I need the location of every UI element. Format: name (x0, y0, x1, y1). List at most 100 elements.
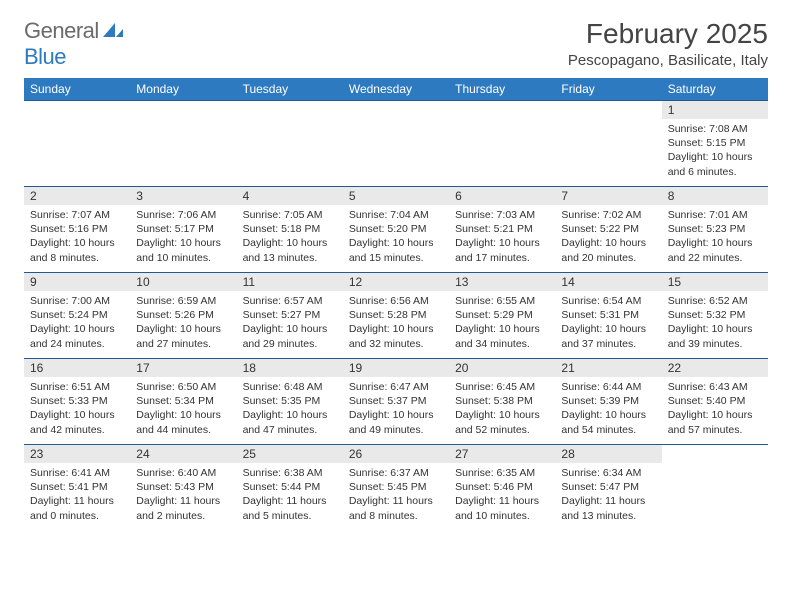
sunset-text: Sunset: 5:15 PM (668, 136, 762, 150)
calendar-day-cell: 9Sunrise: 7:00 AMSunset: 5:24 PMDaylight… (24, 273, 130, 359)
calendar-week-row: 2Sunrise: 7:07 AMSunset: 5:16 PMDaylight… (24, 187, 768, 273)
day-number: 26 (343, 445, 449, 463)
daylight-text: Daylight: 11 hours and 13 minutes. (561, 494, 655, 522)
sunrise-text: Sunrise: 7:02 AM (561, 208, 655, 222)
day-number: 7 (555, 187, 661, 205)
calendar-day-cell: 19Sunrise: 6:47 AMSunset: 5:37 PMDayligh… (343, 359, 449, 445)
calendar-week-row: ............1Sunrise: 7:08 AMSunset: 5:1… (24, 101, 768, 187)
calendar-body: ............1Sunrise: 7:08 AMSunset: 5:1… (24, 101, 768, 531)
sunrise-text: Sunrise: 7:03 AM (455, 208, 549, 222)
day-number: 14 (555, 273, 661, 291)
calendar-day-cell: .. (24, 101, 130, 187)
sunset-text: Sunset: 5:32 PM (668, 308, 762, 322)
sunrise-text: Sunrise: 6:52 AM (668, 294, 762, 308)
calendar-day-cell: .. (343, 101, 449, 187)
sunrise-text: Sunrise: 7:05 AM (243, 208, 337, 222)
sunrise-text: Sunrise: 6:34 AM (561, 466, 655, 480)
daylight-text: Daylight: 10 hours and 52 minutes. (455, 408, 549, 436)
sunset-text: Sunset: 5:47 PM (561, 480, 655, 494)
sunrise-text: Sunrise: 6:43 AM (668, 380, 762, 394)
calendar-day-cell: 14Sunrise: 6:54 AMSunset: 5:31 PMDayligh… (555, 273, 661, 359)
sunset-text: Sunset: 5:27 PM (243, 308, 337, 322)
calendar-day-cell: 27Sunrise: 6:35 AMSunset: 5:46 PMDayligh… (449, 445, 555, 531)
sunset-text: Sunset: 5:40 PM (668, 394, 762, 408)
daylight-text: Daylight: 10 hours and 10 minutes. (136, 236, 230, 264)
calendar-day-cell: .. (130, 101, 236, 187)
daylight-text: Daylight: 11 hours and 0 minutes. (30, 494, 124, 522)
sunrise-text: Sunrise: 6:35 AM (455, 466, 549, 480)
day-number: 27 (449, 445, 555, 463)
calendar-day-cell: 1Sunrise: 7:08 AMSunset: 5:15 PMDaylight… (662, 101, 768, 187)
sunset-text: Sunset: 5:45 PM (349, 480, 443, 494)
day-number: 28 (555, 445, 661, 463)
day-number: 11 (237, 273, 343, 291)
calendar-day-cell: 10Sunrise: 6:59 AMSunset: 5:26 PMDayligh… (130, 273, 236, 359)
day-number: 3 (130, 187, 236, 205)
sunrise-text: Sunrise: 6:50 AM (136, 380, 230, 394)
weekday-header: Tuesday (237, 78, 343, 101)
weekday-header: Thursday (449, 78, 555, 101)
sunset-text: Sunset: 5:26 PM (136, 308, 230, 322)
sunrise-text: Sunrise: 7:01 AM (668, 208, 762, 222)
sunset-text: Sunset: 5:44 PM (243, 480, 337, 494)
calendar-day-cell: 20Sunrise: 6:45 AMSunset: 5:38 PMDayligh… (449, 359, 555, 445)
day-details: Sunrise: 6:59 AMSunset: 5:26 PMDaylight:… (130, 291, 236, 355)
calendar-day-cell: 7Sunrise: 7:02 AMSunset: 5:22 PMDaylight… (555, 187, 661, 273)
day-details: Sunrise: 6:34 AMSunset: 5:47 PMDaylight:… (555, 463, 661, 527)
sunrise-text: Sunrise: 6:45 AM (455, 380, 549, 394)
calendar-day-cell: 25Sunrise: 6:38 AMSunset: 5:44 PMDayligh… (237, 445, 343, 531)
day-number: 17 (130, 359, 236, 377)
day-details: Sunrise: 6:38 AMSunset: 5:44 PMDaylight:… (237, 463, 343, 527)
location-text: Pescopagano, Basilicate, Italy (568, 52, 768, 69)
weekday-header: Monday (130, 78, 236, 101)
day-details: Sunrise: 7:06 AMSunset: 5:17 PMDaylight:… (130, 205, 236, 269)
day-details: Sunrise: 6:54 AMSunset: 5:31 PMDaylight:… (555, 291, 661, 355)
sunset-text: Sunset: 5:35 PM (243, 394, 337, 408)
sunset-text: Sunset: 5:33 PM (30, 394, 124, 408)
sunrise-text: Sunrise: 6:37 AM (349, 466, 443, 480)
calendar-day-cell: 2Sunrise: 7:07 AMSunset: 5:16 PMDaylight… (24, 187, 130, 273)
daylight-text: Daylight: 10 hours and 44 minutes. (136, 408, 230, 436)
day-details: Sunrise: 6:52 AMSunset: 5:32 PMDaylight:… (662, 291, 768, 355)
sunrise-text: Sunrise: 6:51 AM (30, 380, 124, 394)
calendar-day-cell: .. (555, 101, 661, 187)
day-number: 15 (662, 273, 768, 291)
calendar-day-cell: 21Sunrise: 6:44 AMSunset: 5:39 PMDayligh… (555, 359, 661, 445)
sunset-text: Sunset: 5:17 PM (136, 222, 230, 236)
day-details: Sunrise: 6:50 AMSunset: 5:34 PMDaylight:… (130, 377, 236, 441)
daylight-text: Daylight: 10 hours and 57 minutes. (668, 408, 762, 436)
calendar-day-cell: 5Sunrise: 7:04 AMSunset: 5:20 PMDaylight… (343, 187, 449, 273)
day-details: Sunrise: 6:45 AMSunset: 5:38 PMDaylight:… (449, 377, 555, 441)
calendar-day-cell: .. (449, 101, 555, 187)
day-details: Sunrise: 6:40 AMSunset: 5:43 PMDaylight:… (130, 463, 236, 527)
sunrise-text: Sunrise: 6:57 AM (243, 294, 337, 308)
day-number: 2 (24, 187, 130, 205)
sunrise-text: Sunrise: 6:41 AM (30, 466, 124, 480)
sunrise-text: Sunrise: 6:47 AM (349, 380, 443, 394)
sunset-text: Sunset: 5:39 PM (561, 394, 655, 408)
day-number: 24 (130, 445, 236, 463)
calendar-day-cell: 24Sunrise: 6:40 AMSunset: 5:43 PMDayligh… (130, 445, 236, 531)
sunrise-text: Sunrise: 6:59 AM (136, 294, 230, 308)
calendar-day-cell: 8Sunrise: 7:01 AMSunset: 5:23 PMDaylight… (662, 187, 768, 273)
daylight-text: Daylight: 10 hours and 20 minutes. (561, 236, 655, 264)
sunrise-text: Sunrise: 7:07 AM (30, 208, 124, 222)
day-details: Sunrise: 7:02 AMSunset: 5:22 PMDaylight:… (555, 205, 661, 269)
weekday-header: Sunday (24, 78, 130, 101)
calendar-day-cell: 12Sunrise: 6:56 AMSunset: 5:28 PMDayligh… (343, 273, 449, 359)
calendar-day-cell: 16Sunrise: 6:51 AMSunset: 5:33 PMDayligh… (24, 359, 130, 445)
page-title: February 2025 (568, 18, 768, 50)
daylight-text: Daylight: 10 hours and 13 minutes. (243, 236, 337, 264)
daylight-text: Daylight: 10 hours and 32 minutes. (349, 322, 443, 350)
sunset-text: Sunset: 5:46 PM (455, 480, 549, 494)
sunset-text: Sunset: 5:41 PM (30, 480, 124, 494)
day-details: Sunrise: 7:05 AMSunset: 5:18 PMDaylight:… (237, 205, 343, 269)
day-details: Sunrise: 6:48 AMSunset: 5:35 PMDaylight:… (237, 377, 343, 441)
sunset-text: Sunset: 5:37 PM (349, 394, 443, 408)
daylight-text: Daylight: 10 hours and 49 minutes. (349, 408, 443, 436)
weekday-header: Saturday (662, 78, 768, 101)
sunset-text: Sunset: 5:20 PM (349, 222, 443, 236)
calendar-day-cell: .. (237, 101, 343, 187)
calendar-day-cell: .. (662, 445, 768, 531)
day-number: 10 (130, 273, 236, 291)
